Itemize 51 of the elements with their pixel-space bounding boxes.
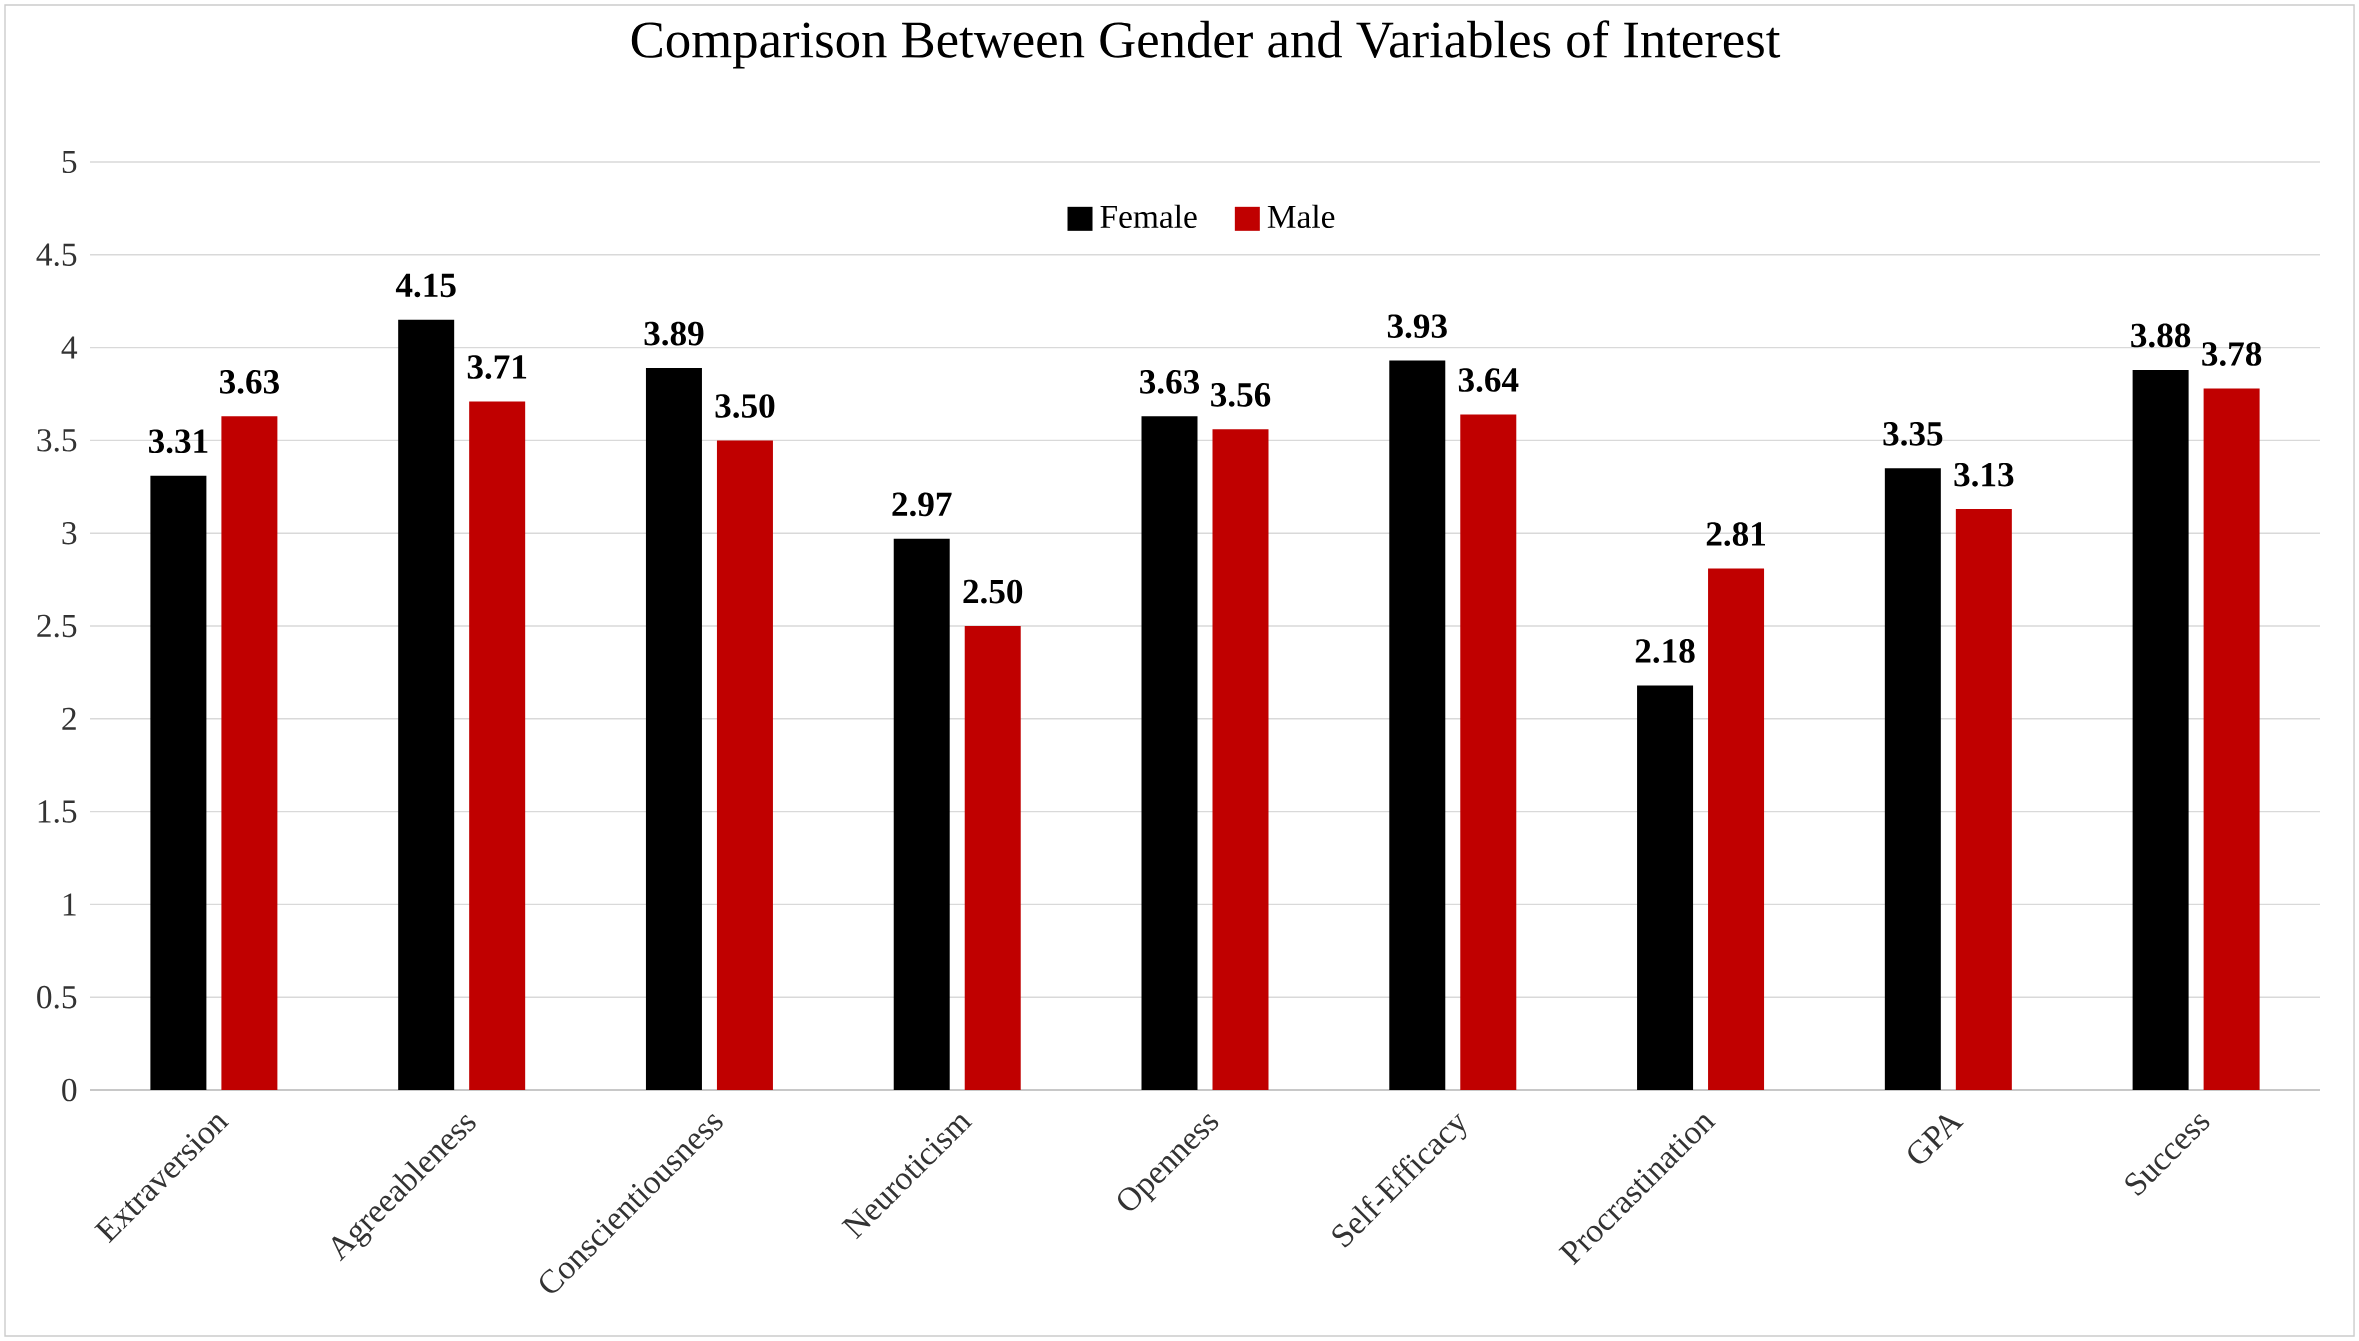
data-label: 2.18 xyxy=(1635,639,1695,663)
y-tick-label: 0.5 xyxy=(37,985,77,1009)
y-tick-label: 1 xyxy=(63,893,76,916)
bar xyxy=(1141,416,1198,1091)
data-label: 3.88 xyxy=(2131,323,2191,348)
bar xyxy=(1884,468,1941,1091)
data-label: 3.31 xyxy=(148,429,208,454)
data-label: 3.63 xyxy=(219,370,279,394)
data-label: 3.50 xyxy=(715,394,775,418)
bar xyxy=(398,319,455,1091)
bar xyxy=(645,368,702,1091)
data-label: 3.64 xyxy=(1458,368,1519,393)
y-tick-label: 4.5 xyxy=(36,243,77,267)
chart-title: Comparison Between Gender and Variables of Interest xyxy=(631,20,1781,69)
data-label: 3.71 xyxy=(467,355,527,380)
bar xyxy=(150,475,207,1091)
y-tick-label: 5 xyxy=(62,150,77,174)
data-label: 2.97 xyxy=(892,492,952,517)
y-tick-label: 2 xyxy=(62,707,76,730)
legend-label: Male xyxy=(1267,204,1335,229)
data-label: 3.78 xyxy=(2202,342,2262,367)
data-label: 3.13 xyxy=(1954,462,2014,487)
bar xyxy=(716,440,773,1091)
data-label: 3.63 xyxy=(1140,370,1200,394)
bar xyxy=(1389,360,1446,1091)
data-label: 4.15 xyxy=(395,273,456,298)
bar xyxy=(2203,388,2260,1091)
data-label: 3.56 xyxy=(1211,383,1271,407)
bar xyxy=(1212,429,1269,1091)
bar xyxy=(1708,568,1765,1091)
data-label: 2.50 xyxy=(963,579,1023,604)
bar xyxy=(2132,369,2189,1091)
data-label: 2.81 xyxy=(1706,522,1766,547)
y-tick-label: 3 xyxy=(62,522,77,545)
data-label: 3.89 xyxy=(644,321,704,346)
y-tick-label: 0 xyxy=(62,1078,77,1102)
bar xyxy=(964,626,1021,1091)
data-label: 3.35 xyxy=(1883,422,1943,446)
x-tick-label: GPA xyxy=(1908,1115,1964,1164)
y-tick-label: 2.5 xyxy=(37,614,77,638)
bar xyxy=(221,416,278,1091)
data-label: 3.93 xyxy=(1387,314,1447,339)
bar xyxy=(1637,685,1694,1091)
legend-label: Female xyxy=(1100,204,1197,229)
y-tick-label: 4 xyxy=(61,336,78,359)
y-tick-label: 1.5 xyxy=(38,800,77,823)
bar xyxy=(469,401,526,1091)
bar xyxy=(1460,414,1517,1091)
bar xyxy=(893,538,950,1091)
y-tick-label: 3.5 xyxy=(37,429,77,452)
bar xyxy=(1955,509,2012,1091)
